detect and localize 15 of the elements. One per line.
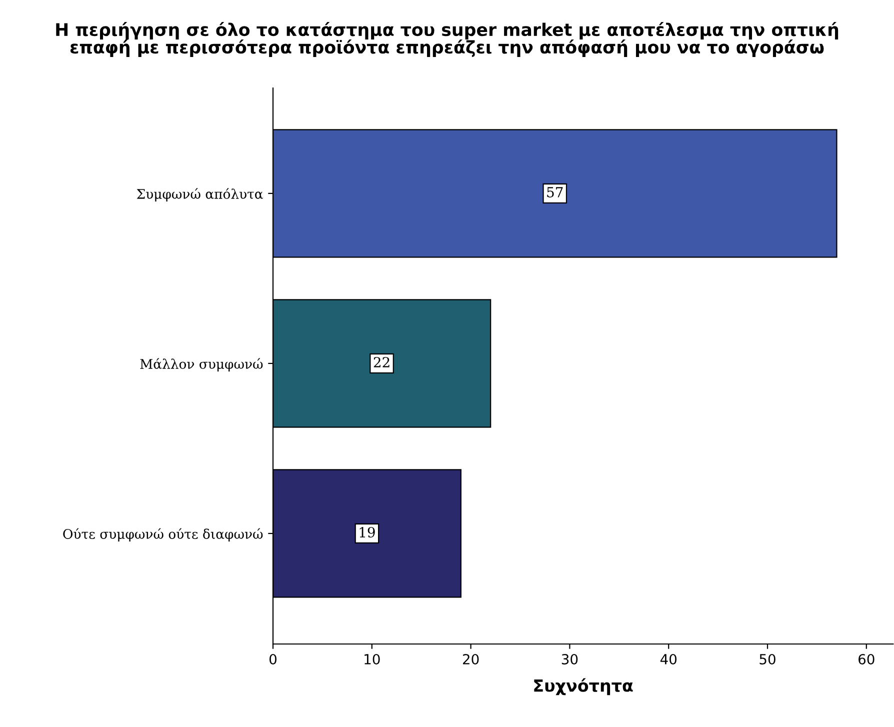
x-tick-label: 30 bbox=[562, 654, 578, 664]
x-axis-title: Συχνότητα bbox=[534, 678, 633, 696]
x-tick-label: 60 bbox=[858, 654, 874, 664]
x-tick-label: 40 bbox=[660, 654, 677, 664]
x-tick-label: 50 bbox=[760, 654, 776, 664]
data-label: 22 bbox=[374, 356, 390, 368]
y-tick-label: Ούτε συμφωνώ ούτε διαφωνώ bbox=[63, 528, 263, 542]
data-label: 57 bbox=[547, 187, 563, 198]
x-tick-label: 0 bbox=[269, 654, 276, 664]
data-label: 19 bbox=[360, 527, 375, 538]
y-tick-label: Μάλλον συμφωνώ bbox=[140, 358, 263, 372]
chart-title: Η περιήγηση σε όλο το κατάστημα του super market με αποτέλεσμα την οπτική επαφή με περισσότερα προϊόντα επηρεάζει την απόφασή μου να το αγοράσω bbox=[56, 22, 838, 58]
x-tick-label: 10 bbox=[364, 654, 380, 664]
y-tick-label: Συμφωνώ απόλυτα bbox=[136, 188, 263, 202]
x-tick-label: 20 bbox=[462, 654, 479, 664]
